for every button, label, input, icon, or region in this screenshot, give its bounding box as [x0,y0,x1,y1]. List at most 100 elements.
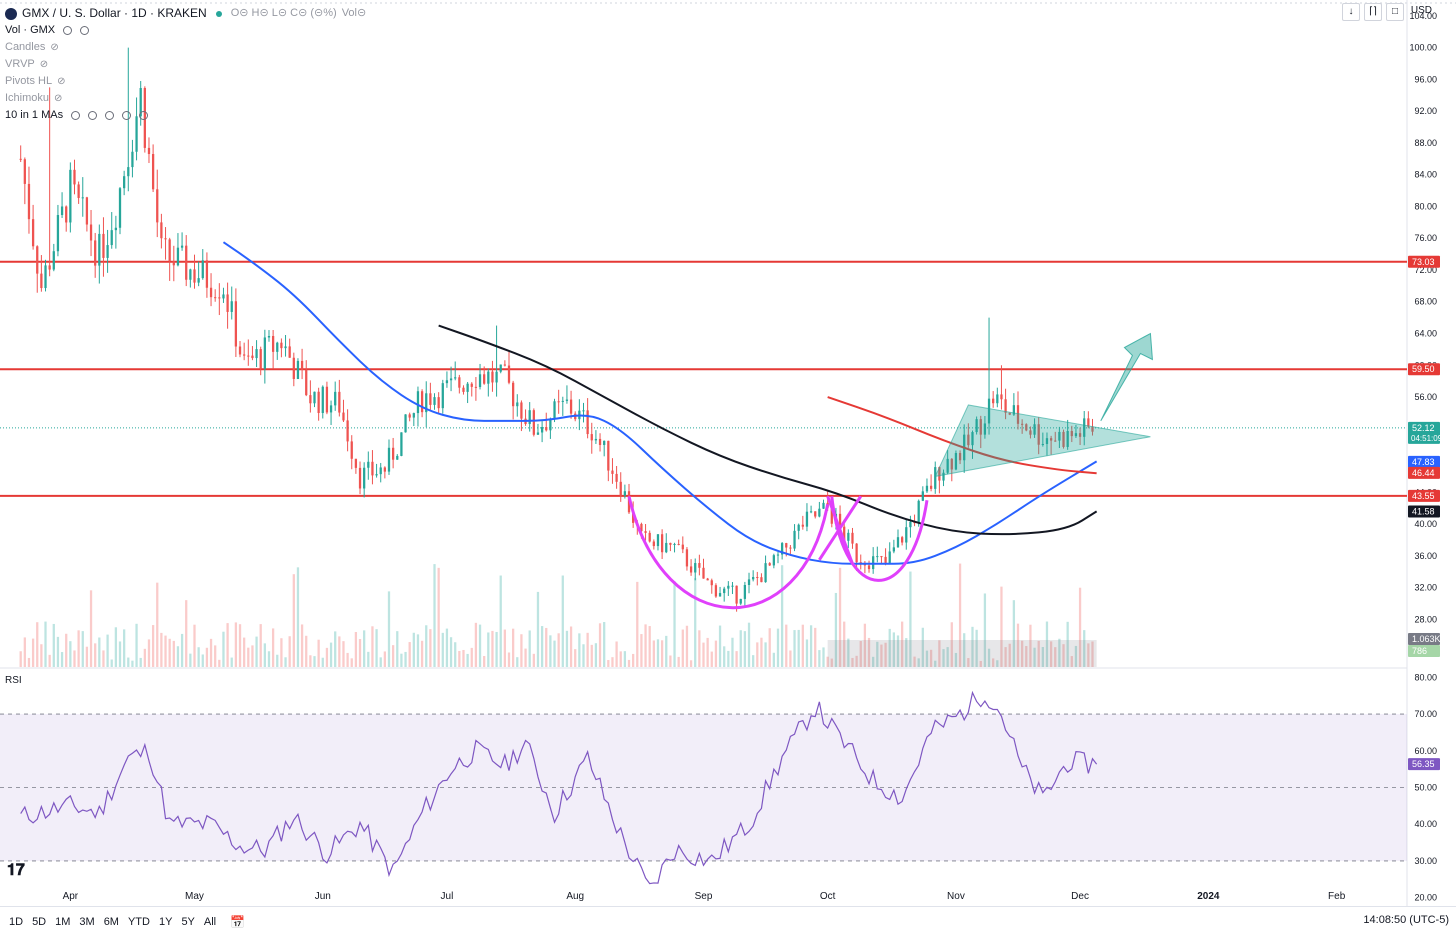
volume-bar [996,660,999,667]
candle-body [1049,438,1053,441]
candle-body [793,530,796,549]
candle-body [925,485,929,492]
candle-body [267,335,271,338]
candle-body [226,294,229,312]
legend-control-icon[interactable] [63,26,73,35]
legend-item[interactable]: Candles ⊘ [5,39,366,56]
candle-body [983,423,987,435]
volume-bar [358,639,362,667]
currency-label[interactable]: USD [1410,5,1432,16]
candle-body [313,391,316,404]
volume-bar [280,638,283,667]
legend-control-icon[interactable] [105,111,115,120]
candle-body [487,371,490,384]
volume-bar [640,634,643,667]
candle-body [532,410,535,435]
volume-bar [834,592,838,667]
candle-body [503,364,507,366]
clock-readout[interactable]: 14:08:50 (UTC-5) [1363,914,1449,926]
volume-bar [1054,647,1057,667]
candle-body [238,346,242,355]
candle-body [197,278,200,283]
volume-bar [652,640,655,667]
volume-bar [147,639,151,667]
candle-body [358,467,362,489]
candle-body [785,543,788,548]
candle-body [1062,431,1065,447]
volume-bar [814,627,817,667]
fullscreen-icon[interactable]: □ [1386,3,1404,21]
hidden-eye-icon[interactable]: ⊘ [57,76,66,87]
candle-body [466,383,469,392]
timeframe-button[interactable]: All [203,915,217,928]
volume-bar [967,658,970,667]
timeframe-button[interactable]: 6M [103,915,119,928]
legend-item[interactable]: 10 in 1 MAs [5,107,366,124]
candle-body [814,511,817,517]
legend-control-icon[interactable] [88,111,98,120]
hidden-eye-icon[interactable]: ⊘ [39,59,49,70]
timeframe-button[interactable]: 1D [9,915,24,928]
legend-control-icon[interactable] [139,111,149,120]
timeframe-button[interactable]: 1Y [158,915,173,928]
candle-body [408,414,411,418]
candle-body [909,521,912,528]
legend-item[interactable]: VRVP ⊘ [5,56,366,73]
candle-body [441,383,444,409]
volume-current-tag: 786 [1412,646,1427,656]
volume-bar [110,659,113,667]
volume-bar [809,625,813,667]
candle-body [632,512,635,523]
candle-body [598,438,602,445]
legend-item[interactable]: Pivots HL ⊘ [5,73,366,90]
arrow-down-icon[interactable]: ↓ [1342,3,1360,21]
timeframe-button[interactable]: 5D [32,915,47,928]
timeframe-button[interactable]: 5Y [181,915,195,928]
volume-bar [60,652,64,667]
volume-bar [756,642,759,667]
legend-control-icon[interactable] [80,26,90,35]
candle-body [590,434,593,441]
candle-body [180,245,184,248]
volume-bar [396,631,399,667]
symbol-row[interactable]: GMX / U. S. Dollar · 1D · KRAKEN O⊝ H⊝ L… [5,5,366,22]
calendar-icon[interactable]: 📅 [230,914,246,929]
candle-body [917,500,920,524]
volume-bar [387,591,391,667]
current-price-tag-bg [1408,421,1440,444]
volume-bar [85,646,89,667]
candle-body [255,349,258,359]
hidden-eye-icon[interactable]: ⊘ [54,93,63,104]
volume-bar [259,624,262,667]
volume-bar [346,652,349,667]
timeframe-button[interactable]: 3M [79,915,95,928]
volume-bar [929,649,933,667]
volume-bar [56,636,60,667]
volume-bar [334,631,337,667]
brackets-icon[interactable]: ⌈⌉ [1364,3,1382,21]
candle-body [660,534,664,553]
candle-body [607,440,610,471]
legend-item[interactable]: Vol · GMX [5,22,366,39]
symbol-title[interactable]: GMX / U. S. Dollar · 1D · KRAKEN [22,6,207,20]
candle-body [946,458,949,473]
legend-control-icon[interactable] [71,111,81,120]
candle-body [52,251,55,270]
volume-bar [470,647,473,667]
timeframe-button[interactable]: 1M [55,915,71,928]
legend-item[interactable]: Ichimoku ⊘ [5,90,366,107]
candle-body [967,434,970,446]
legend-control-icon[interactable] [122,111,132,120]
hidden-eye-icon[interactable]: ⊘ [50,42,59,53]
price-axis-label: 68.00 [1414,297,1437,307]
volume-bar [644,624,647,667]
volume-bar [582,644,585,667]
volume-bar [884,642,887,667]
timeframe-button[interactable]: YTD [127,915,150,928]
candle-body [391,447,395,460]
price-axis-label: 76.00 [1414,233,1437,243]
candle-body [855,543,858,563]
volume-bar [205,647,209,667]
volume-bar [65,633,68,667]
